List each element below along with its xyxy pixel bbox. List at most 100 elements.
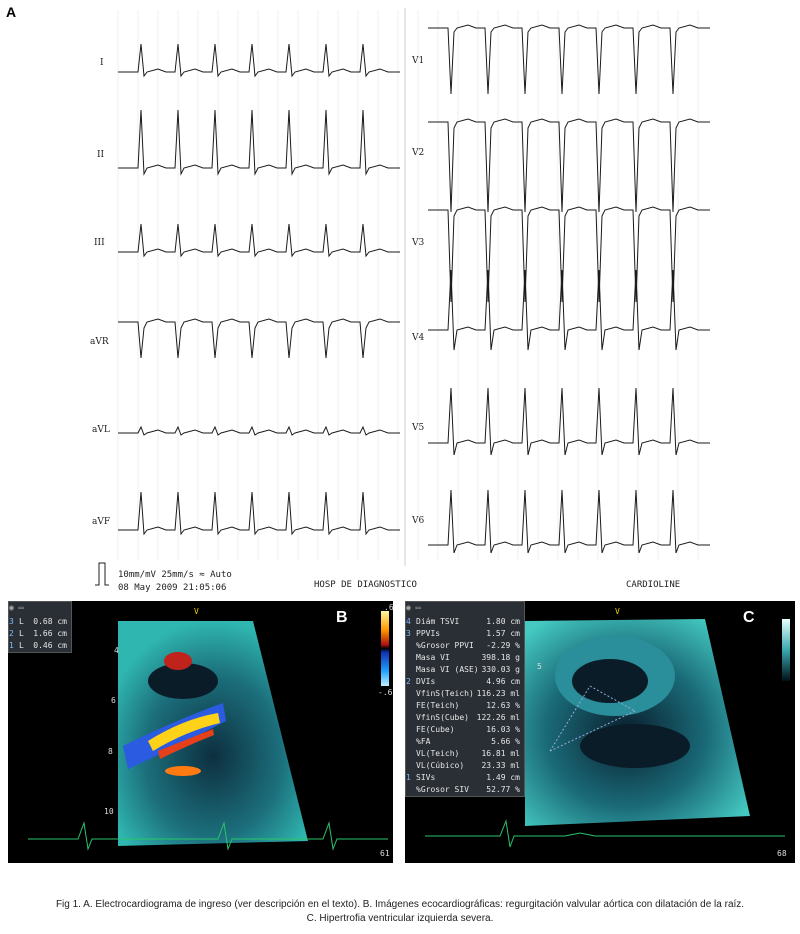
probe-mark-b: V [194,607,199,616]
ecg-strip-b [28,821,388,851]
measurement-num: 2 [406,677,411,686]
measurement-row: 2 DVIs 4.96 cm [406,676,524,688]
corner-value-c: 68 [777,849,787,858]
measurement-value: 116.23 ml [476,689,520,698]
echo-b-image: 4 6 8 10 [28,611,389,851]
panel-c-letter: C [743,609,755,626]
ecg-trace-v3 [428,206,710,303]
measurement-row: 3 PPVIs 1.57 cm [406,628,524,640]
measurement-row: FE(Cube) 16.03 % [406,724,524,736]
depth-mark-4: 4 [114,646,119,655]
measurement-num [406,652,416,664]
measurement-row: 3 L 0.68 cm [9,616,71,628]
panel-b-letter: B [336,609,348,626]
echo-b-chamber [148,663,218,699]
ecg-trace-v1 [428,24,710,95]
measurement-value: 398.18 g [481,653,520,662]
lead-label-iii: III [94,238,105,248]
probe-mark-c: V [615,607,620,616]
measurement-label: DVIs [416,677,436,686]
ecg-datetime: 08 May 2009 21:05:06 [118,583,227,593]
measurement-row: VL(Teich) 16.81 ml [406,748,524,760]
measurement-num [406,700,416,712]
panel-a-letter: A [6,4,17,20]
measurement-num [406,736,416,748]
measurement-num: 1 [406,773,411,782]
ecg-brand: CARDIOLINE [626,580,681,590]
ecg-trace-iii [118,223,400,258]
corner-value-b: 61 [380,849,390,858]
doppler-red-jet [164,652,192,670]
measurement-num [406,640,416,652]
depth-mark-6: 6 [111,696,116,705]
measurement-num [406,748,416,760]
echo-c-aorta [580,724,690,768]
measurement-row: 2 L 1.66 cm [9,628,71,640]
measurement-row: %Grosor SIV 52.77 % [406,784,524,796]
ecg-trace-avr [118,318,400,359]
measurement-value: 1.66 cm [33,629,67,638]
measurement-value: 1.49 cm [486,773,520,782]
ecg-settings: 10mm/mV 25mm/s ≈ Auto [118,570,232,580]
measurement-label: VL(Teich) [416,749,460,758]
measurement-row: Masa VI 398.18 g [406,652,524,664]
measurement-value: 1.57 cm [486,629,520,638]
measurement-value: 0.46 cm [33,641,67,650]
measurement-label: L [19,629,24,638]
lead-label-v1: V1 [412,56,425,66]
measurement-box-c: ◉ ▭ 4 Diám TSVI 1.80 cm 3 PPVIs 1.57 cm %Gro… [405,601,525,797]
measurement-header-b: ◉ ▭ [9,603,24,612]
lead-label-avl: aVL [92,425,110,435]
measurement-label: FE(Cube) [416,725,455,734]
doppler-yellow-jet [148,713,220,751]
lead-label-v4: V4 [412,333,425,343]
lead-label-avr: aVR [90,337,109,347]
measurement-num: 3 [9,617,14,626]
measurement-value: 4.96 cm [486,677,520,686]
measurement-num: 1 [9,641,14,650]
ecg-trace-ii [118,109,400,176]
measurement-label: L [19,617,24,626]
caption-line-2: C. Hipertrofia ventricular izquierda sev… [306,913,494,924]
measurement-row: VfinS(Teich) 116.23 ml [406,688,524,700]
depth-mark-10: 10 [104,807,114,816]
measurement-num [406,784,416,796]
ecg-trace-v6 [428,489,710,554]
measurement-row: VfinS(Cube) 122.26 ml [406,712,524,724]
ecg-trace-v2 [428,118,710,213]
measurement-label: VfinS(Teich) [416,689,474,698]
doppler-orange-jet [158,729,214,759]
echo-panel-b: 4 6 8 10 ◉ ▭ 3 L 0.68 cm 2 L 1.66 cm 1 L… [8,601,393,863]
measurement-row: VL(Cúbico) 23.33 ml [406,760,524,772]
measurement-value: 52.77 % [486,785,520,794]
ecg-trace-v4 [428,269,710,351]
echo-c-image: 5 [425,619,790,848]
measurement-label: L [19,641,24,650]
measurement-num: 4 [406,617,411,626]
measurement-num [406,688,416,700]
lead-label-avf: aVF [92,517,111,527]
doppler-lower-jet [165,766,201,776]
ecg-trace-avf [118,491,400,536]
measurement-row: Masa VI (ASE) 330.03 g [406,664,524,676]
measurement-num [406,724,416,736]
calibration-pulse [95,562,109,586]
ecg-hospital: HOSP DE DIAGNOSTICO [314,580,417,590]
measurement-row: 1 L 0.46 cm [9,640,71,652]
color-scale-bar [381,611,389,686]
measurement-label: %Grosor SIV [416,785,469,794]
measurement-label: %FA [416,737,431,746]
measurement-box-b: ◉ ▭ 3 L 0.68 cm 2 L 1.66 cm 1 L 0.46 cm [8,601,72,653]
measure-line-1 [549,685,591,752]
measurement-value: 330.03 g [481,665,520,674]
measurement-row: %Grosor PPVI -2.29 % [406,640,524,652]
measurement-label: Masa VI [416,653,450,662]
measurement-header-c: ◉ ▭ [406,603,421,612]
measurement-num: 2 [9,629,14,638]
measurement-label: Masa VI (ASE) [416,665,479,674]
figure-caption: Fig 1. A. Electrocardiograma de ingreso … [20,898,780,926]
measurement-num [406,712,416,724]
depth-mark-8: 8 [108,747,113,756]
measurement-row: 4 Diám TSVI 1.80 cm [406,616,524,628]
measurement-label: VL(Cúbico) [416,761,465,770]
